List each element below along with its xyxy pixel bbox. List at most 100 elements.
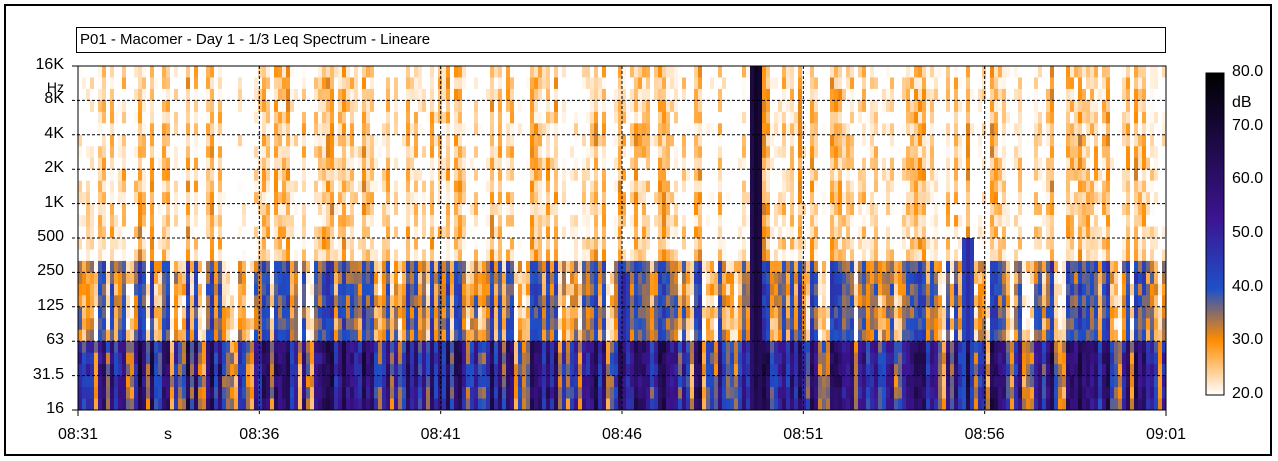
- heatmap-cell: [642, 157, 647, 170]
- heatmap-cell: [610, 295, 615, 308]
- heatmap-cell: [198, 100, 203, 113]
- heatmap-cell: [486, 66, 491, 79]
- heatmap-cell: [674, 100, 679, 113]
- heatmap-cell: [302, 364, 307, 377]
- heatmap-cell: [354, 318, 359, 331]
- heatmap-cell: [582, 215, 587, 228]
- heatmap-cell: [266, 249, 271, 262]
- heatmap-cell: [78, 123, 83, 136]
- heatmap-cell: [566, 169, 571, 182]
- heatmap-cell: [202, 364, 207, 377]
- heatmap-cell: [214, 329, 219, 342]
- heatmap-cell: [498, 398, 503, 410]
- heatmap-cell: [514, 203, 519, 216]
- heatmap-cell: [426, 352, 431, 365]
- heatmap-cell: [714, 375, 719, 388]
- heatmap-cell: [422, 77, 427, 90]
- heatmap-cell: [330, 203, 335, 216]
- heatmap-cell: [646, 134, 651, 147]
- heatmap-cell: [666, 260, 671, 273]
- heatmap-cell: [502, 226, 507, 239]
- heatmap-cell: [138, 226, 143, 239]
- heatmap-cell: [742, 169, 747, 182]
- heatmap-cell: [474, 215, 479, 228]
- heatmap-cell: [398, 306, 403, 319]
- heatmap-cell: [506, 238, 511, 251]
- heatmap-cell: [446, 260, 451, 273]
- heatmap-cell: [734, 306, 739, 319]
- heatmap-cell: [610, 111, 615, 124]
- heatmap-cell: [314, 77, 319, 90]
- heatmap-cell: [154, 249, 159, 262]
- heatmap-cell: [310, 169, 315, 182]
- heatmap-cell: [514, 66, 519, 79]
- heatmap-cell: [270, 387, 275, 400]
- heatmap-cell: [322, 238, 327, 251]
- heatmap-cell: [542, 66, 547, 79]
- heatmap-cell: [662, 169, 667, 182]
- heatmap-cell: [206, 283, 211, 296]
- heatmap-cell: [622, 329, 627, 342]
- heatmap-cell: [630, 203, 635, 216]
- heatmap-cell: [142, 283, 147, 296]
- heatmap-cell: [374, 192, 379, 205]
- heatmap-cell: [150, 226, 155, 239]
- heatmap-cell: [734, 318, 739, 331]
- heatmap-cell: [186, 123, 191, 136]
- heatmap-cell: [610, 329, 615, 342]
- heatmap-cell: [518, 238, 523, 251]
- heatmap-cell: [582, 306, 587, 319]
- heatmap-cell: [466, 306, 471, 319]
- heatmap-cell: [442, 88, 447, 101]
- heatmap-cell: [630, 329, 635, 342]
- heatmap-cell: [630, 215, 635, 228]
- heatmap-cell: [458, 192, 463, 205]
- heatmap-cell: [474, 272, 479, 285]
- heatmap-cell: [394, 272, 399, 285]
- heatmap-cell: [714, 249, 719, 262]
- heatmap-cell: [194, 169, 199, 182]
- heatmap-cell: [542, 375, 547, 388]
- heatmap-cell: [254, 111, 259, 124]
- heatmap-cell: [166, 203, 171, 216]
- heatmap-cell: [146, 364, 151, 377]
- heatmap-cell: [658, 272, 663, 285]
- heatmap-cell: [550, 295, 555, 308]
- heatmap-cell: [730, 295, 735, 308]
- heatmap-cell: [486, 352, 491, 365]
- heatmap-cell: [702, 203, 707, 216]
- heatmap-cell: [130, 123, 135, 136]
- heatmap-cell: [578, 329, 583, 342]
- heatmap-cell: [374, 329, 379, 342]
- heatmap-cell: [406, 387, 411, 400]
- heatmap-cell: [82, 123, 87, 136]
- heatmap-cell: [622, 249, 627, 262]
- heatmap-cell: [546, 375, 551, 388]
- heatmap-cell: [514, 226, 519, 239]
- heatmap-cell: [278, 226, 283, 239]
- heatmap-cell: [550, 387, 555, 400]
- heatmap-cell: [346, 226, 351, 239]
- heatmap-cell: [694, 364, 699, 377]
- heatmap-cell: [458, 398, 463, 410]
- heatmap-cell: [598, 295, 603, 308]
- heatmap-cell: [698, 77, 703, 90]
- heatmap-cell: [534, 375, 539, 388]
- heatmap-cell: [478, 88, 483, 101]
- heatmap-cell: [262, 283, 267, 296]
- heatmap-cell: [250, 306, 255, 319]
- heatmap-cell: [186, 329, 191, 342]
- heatmap-cell: [458, 123, 463, 136]
- heatmap-cell: [458, 318, 463, 331]
- heatmap-cell: [546, 249, 551, 262]
- heatmap-cell: [298, 157, 303, 170]
- heatmap-cell: [534, 260, 539, 273]
- heatmap-cell: [358, 260, 363, 273]
- heatmap-cell: [286, 249, 291, 262]
- heatmap-cell: [698, 318, 703, 331]
- heatmap-cell: [118, 123, 123, 136]
- heatmap-cell: [258, 226, 263, 239]
- heatmap-cell: [230, 318, 235, 331]
- heatmap-cell: [214, 123, 219, 136]
- heatmap-cell: [370, 215, 375, 228]
